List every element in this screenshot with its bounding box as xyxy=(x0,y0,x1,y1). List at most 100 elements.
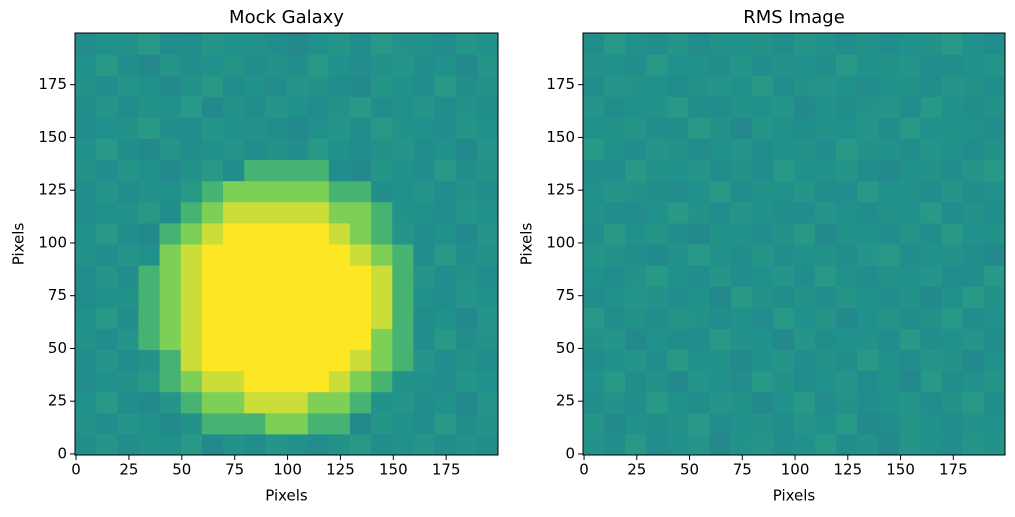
pixel-cell xyxy=(96,433,118,456)
pixel-cell xyxy=(709,201,732,224)
pixel-cell xyxy=(349,180,372,203)
pixel-cell xyxy=(265,328,287,350)
pixel-cell xyxy=(836,54,858,76)
pixel-cell xyxy=(962,265,985,287)
pixel-cell xyxy=(794,96,816,118)
chart-title: Mock Galaxy xyxy=(229,7,344,28)
pixel-cell xyxy=(476,328,499,350)
pixel-cell xyxy=(307,412,330,435)
pixel-cell xyxy=(455,244,478,266)
pixel-cell xyxy=(751,370,774,393)
pixel-cell xyxy=(962,33,985,55)
pixel-cell xyxy=(941,96,964,118)
pixel-cell xyxy=(265,117,287,139)
pixel-cell xyxy=(857,54,879,76)
pixel-cell xyxy=(434,54,457,76)
pixel-cell xyxy=(75,201,97,224)
pixel-cell xyxy=(75,328,97,350)
pixel-cell xyxy=(920,138,943,161)
pixel-cell xyxy=(159,222,182,245)
pixel-cell xyxy=(328,75,351,97)
pixel-cell xyxy=(815,96,837,118)
pixel-cell xyxy=(815,265,837,287)
pixel-cell xyxy=(878,265,900,287)
pixel-cell xyxy=(794,201,816,224)
pixel-cell xyxy=(583,180,605,203)
pixel-cell xyxy=(244,412,266,435)
pixel-cell xyxy=(286,286,309,308)
pixel-cell xyxy=(709,370,732,393)
pixel-cell xyxy=(434,433,457,456)
pixel-cell xyxy=(328,391,351,414)
pixel-cell xyxy=(307,201,330,224)
pixel-cell xyxy=(920,328,943,350)
pixel-cell xyxy=(96,75,118,97)
pixel-cell xyxy=(962,201,985,224)
pixel-cell xyxy=(751,180,774,203)
pixel-cell xyxy=(794,222,816,245)
pixel-cell xyxy=(857,180,879,203)
pixel-cell xyxy=(180,349,203,372)
pixel-cell xyxy=(413,433,436,456)
x-tick-label: 150 xyxy=(379,461,408,479)
pixel-cell xyxy=(772,412,795,435)
pixel-cell xyxy=(413,286,436,308)
pixel-cell xyxy=(434,201,457,224)
pixel-cell xyxy=(434,117,457,139)
pixel-cell xyxy=(159,96,182,118)
pixel-cell xyxy=(159,433,182,456)
pixel-cell xyxy=(815,201,837,224)
pixel-cell xyxy=(349,307,372,329)
pixel-cell xyxy=(688,328,711,350)
heatmap-panel: 0 25 50 75 100 125 150 175 0 25 50 75 100 125 150 175 RM… xyxy=(518,7,1006,505)
pixel-cell xyxy=(371,370,393,393)
pixel-cell xyxy=(371,117,393,139)
pixel-cell xyxy=(983,244,1006,266)
pixel-cell xyxy=(138,433,161,456)
y-tick-label: 50 xyxy=(48,339,67,357)
pixel-cell xyxy=(392,349,414,372)
pixel-cell xyxy=(730,244,753,266)
pixel-cell xyxy=(434,370,457,393)
pixel-cell xyxy=(688,33,711,55)
pixel-cell xyxy=(201,433,224,456)
pixel-cell xyxy=(286,349,309,372)
pixel-cell xyxy=(434,75,457,97)
pixel-cell xyxy=(138,117,161,139)
pixel-cell xyxy=(604,96,626,118)
pixel-cell xyxy=(349,54,372,76)
pixel-cell xyxy=(201,75,224,97)
pixel-cell xyxy=(371,75,393,97)
pixel-cell xyxy=(941,222,964,245)
pixel-cell xyxy=(751,265,774,287)
pixel-cell xyxy=(138,54,161,76)
pixel-cell xyxy=(392,33,414,55)
pixel-cell xyxy=(688,265,711,287)
pixel-cell xyxy=(265,33,287,55)
pixel-cell xyxy=(328,222,351,245)
pixel-cell xyxy=(730,412,753,435)
pixel-cell xyxy=(75,307,97,329)
pixel-cell xyxy=(815,54,837,76)
pixel-cell xyxy=(223,307,245,329)
pixel-cell xyxy=(180,286,203,308)
x-tick-label: 175 xyxy=(939,461,968,479)
pixel-cell xyxy=(794,75,816,97)
x-tick-label: 150 xyxy=(886,461,915,479)
pixel-cell xyxy=(476,75,499,97)
pixel-cell xyxy=(96,412,118,435)
pixel-cell xyxy=(583,54,605,76)
pixel-cell xyxy=(138,286,161,308)
pixel-cell xyxy=(117,433,139,456)
pixel-cell xyxy=(983,138,1006,161)
pixel-cell xyxy=(604,117,626,139)
pixel-cell xyxy=(349,138,372,161)
pixel-cell xyxy=(688,117,711,139)
pixel-cell xyxy=(138,96,161,118)
pixel-cell xyxy=(688,201,711,224)
pixel-cell xyxy=(730,117,753,139)
pixel-cell xyxy=(413,328,436,350)
pixel-cell xyxy=(625,391,647,414)
pixel-cell xyxy=(709,222,732,245)
pixel-cell xyxy=(159,307,182,329)
